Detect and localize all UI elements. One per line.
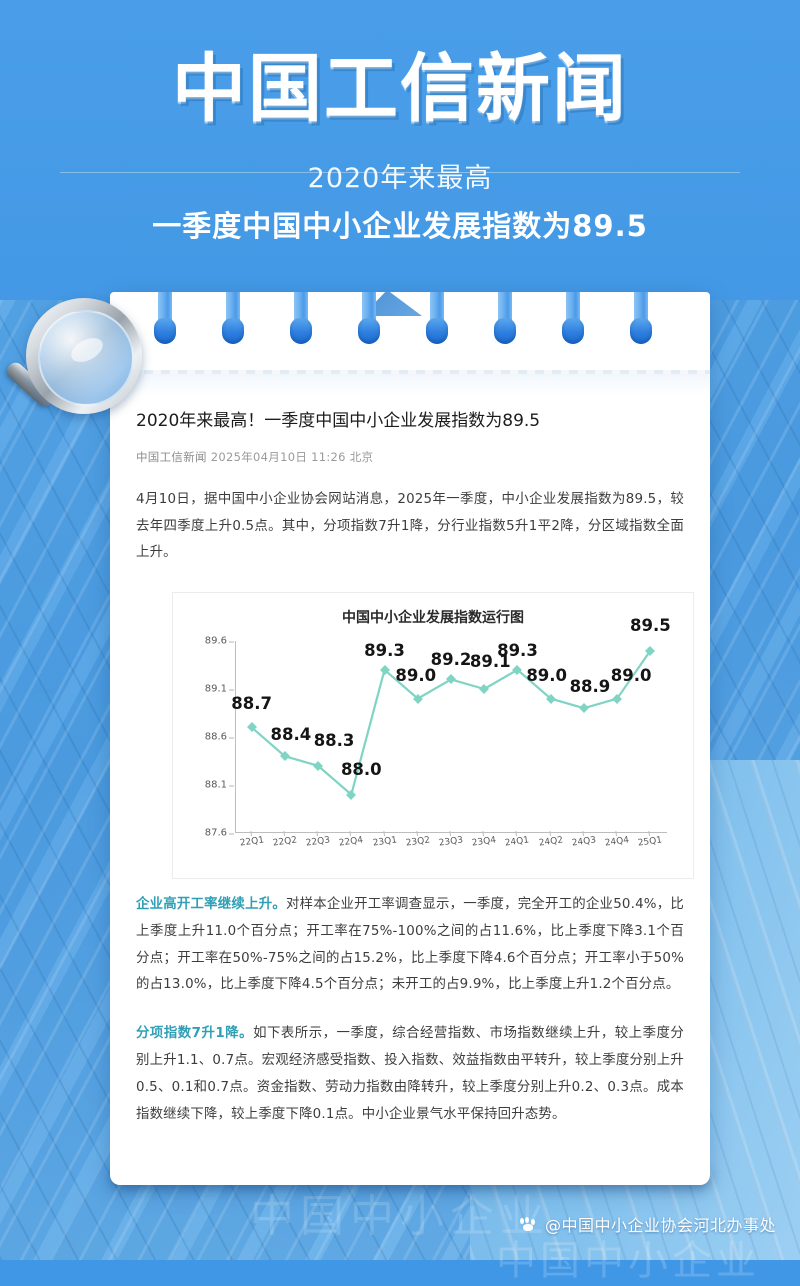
chart-title: 中国中小企业发展指数运行图 [342, 610, 524, 626]
pin-icon [222, 292, 244, 350]
paragraph-2-body: 对样本企业开工率调查显示，一季度，完全开工的企业50.4%，比上季度上升11.0… [136, 897, 684, 993]
chart-data-label: 89.0 [395, 665, 437, 685]
pin-icon [494, 292, 516, 350]
article-card: 2020年来最高！一季度中国中小企业发展指数为89.5 中国工信新闻 2025年… [110, 292, 710, 1185]
chart-x-tick: 23Q3 [438, 835, 464, 849]
chart-data-label: 89.3 [497, 640, 538, 660]
chart-y-tick: 88.6 [191, 732, 234, 743]
index-line-chart: 中国中小企业发展指数运行图 87.6 88.1 88.6 89.1 89.6 22Q1 22… [172, 592, 694, 879]
chart-x-tick: 24Q2 [537, 835, 564, 849]
sky-background [0, 0, 800, 330]
article-location: 北京 [349, 449, 374, 464]
pin-icon [358, 292, 380, 350]
paw-icon [519, 1216, 537, 1232]
chart-y-tick: 87.6 [191, 828, 234, 839]
chart-data-label: 88.3 [313, 730, 355, 750]
chart-data-label: 89.0 [526, 665, 568, 685]
pin-row [110, 292, 710, 354]
poster-header: 中国工信新闻 2020年来最高 一季度中国中小企业发展指数为89.5 [0, 0, 800, 300]
chart-x-tick: 23Q2 [405, 835, 431, 849]
article-title: 2020年来最高！一季度中国中小企业发展指数为89.5 [136, 411, 541, 431]
pin-icon [562, 292, 584, 350]
ghost-watermark-upper: 中国中小企业 [250, 1191, 550, 1242]
chart-x-tick: 23Q4 [471, 835, 497, 849]
magnifier-glint [67, 333, 107, 367]
chart-data-label: 89.2 [430, 650, 472, 670]
chart-x-axis [235, 832, 667, 833]
chart-data-label: 88.9 [569, 677, 611, 697]
watermark-handle: @中国中小企业协会河北办事处 [544, 1216, 776, 1235]
article-body: 2020年来最高！一季度中国中小企业发展指数为89.5 中国工信新闻 2025年… [110, 410, 710, 567]
chart-x-tick: 23Q1 [371, 835, 398, 849]
paragraph-3-lead: 分项指数7升1降。 [136, 1026, 254, 1042]
chart-y-tick: 89.6 [191, 636, 234, 647]
chart-y-tick: 89.1 [191, 684, 234, 695]
footer-watermark: @中国中小企业协会河北办事处 [0, 1212, 800, 1260]
article-source: 中国工信新闻 [136, 449, 207, 464]
magnifier-icon [3, 288, 152, 424]
chart-x-tick: 22Q1 [238, 835, 265, 849]
chart-data-label: 88.4 [270, 725, 312, 745]
chart-y-tick: 88.1 [191, 780, 234, 791]
chart-x-tick: 24Q3 [571, 835, 597, 849]
chart-x-tick: 24Q1 [504, 835, 531, 849]
article-paragraph-3: 分项指数7升1降。如下表所示，一季度，综合经营指数、市场指数继续上升，较上季度分… [136, 1021, 684, 1128]
article-date: 2025年04月10日 [210, 449, 308, 464]
paragraph-2-lead: 企业高开工率继续上升。 [136, 897, 286, 912]
magnifier-lens [38, 310, 134, 406]
chart-data-label: 89.5 [630, 615, 671, 635]
article-time: 11:26 [311, 449, 346, 464]
chart-plot-area: 87.6 88.1 88.6 89.1 89.6 22Q1 22Q2 22Q3 22Q4 23Q1… [205, 616, 671, 849]
chart-data-label: 89.1 [469, 652, 511, 671]
article-byline: 中国工信新闻 2025年04月10日 11:26 北京 [136, 449, 684, 465]
header-subtitle-line1: 2020年来最高 [307, 163, 493, 194]
chart-x-tick: 22Q4 [338, 835, 365, 849]
chart-x-tick: 24Q4 [604, 835, 630, 849]
header-divider [60, 172, 740, 173]
pin-icon [290, 292, 312, 350]
brand-title: 中国工信新闻 [172, 46, 628, 132]
chart-data-label: 89.3 [364, 640, 405, 660]
header-subtitle-line2: 一季度中国中小企业发展指数为89.5 [152, 209, 648, 243]
chart-data-label: 89.0 [610, 665, 652, 685]
article-paragraph-2: 企业高开工率继续上升。对样本企业开工率调查显示，一季度，完全开工的企业50.4%… [136, 892, 684, 999]
pin-icon [154, 292, 176, 350]
chart-x-tick: 25Q1 [637, 835, 664, 849]
chart-x-tick: 22Q3 [305, 835, 331, 849]
chart-y-axis [235, 641, 236, 833]
chart-x-tick: 22Q2 [272, 835, 298, 849]
pin-icon [630, 292, 652, 350]
paragraph-3-body: 如下表所示，一季度，综合经营指数、市场指数继续上升，较上季度分别上升1.1、0.… [136, 1026, 684, 1122]
chart-data-label: 88.0 [340, 759, 382, 779]
article-paragraph-1: 4月10日，据中国中小企业协会网站消息，2025年一季度，中小企业发展指数为89… [136, 491, 684, 561]
chart-data-label: 88.7 [231, 694, 272, 714]
card-top-wave [110, 370, 710, 396]
pin-icon [426, 292, 448, 350]
article-body-2: 企业高开工率继续上升。对样本企业开工率调查显示，一季度，完全开工的企业50.4%… [110, 892, 710, 1129]
